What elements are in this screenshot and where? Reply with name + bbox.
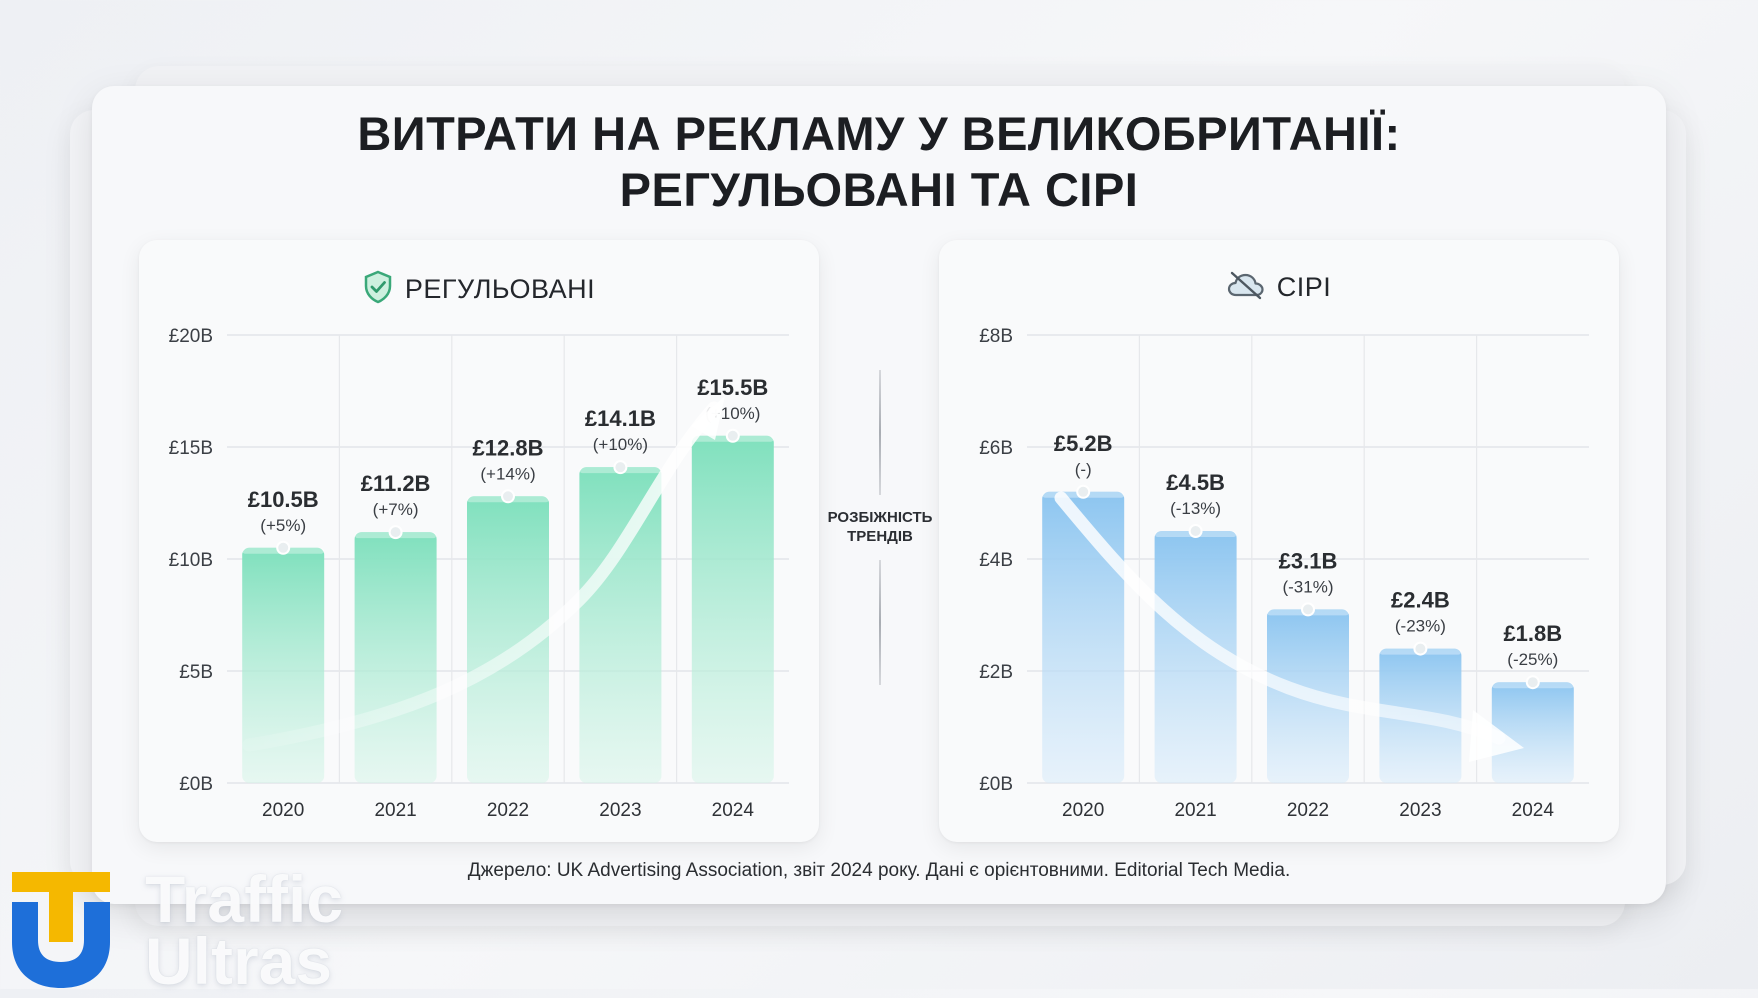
bar-point [1188, 524, 1203, 538]
y-tick-label: £0B [979, 774, 1013, 795]
x-tick-label: 2020 [1062, 800, 1104, 821]
change-label: (+10%) [593, 435, 648, 454]
shield-check-icon [363, 270, 393, 309]
grey-chart-panel: СІРІ £0B £2B £4B £6B £8B £5.2B (-) 2020 £4.5B (-1… [939, 240, 1619, 842]
change-label: (-23%) [1395, 617, 1446, 636]
x-tick-label: 2024 [1512, 800, 1555, 821]
bar-point [1301, 602, 1315, 617]
data-label: £3.1B [1279, 548, 1338, 573]
change-label: (-13%) [1170, 499, 1221, 518]
bar [1042, 491, 1125, 783]
y-tick-label: £5B [179, 662, 213, 683]
logo-line-2: Ultras [145, 924, 333, 998]
x-tick-label: 2021 [374, 800, 416, 821]
grey-heading-text: СІРІ [1276, 272, 1332, 302]
regulated-panel-heading: РЕГУЛЬОВАНІ [139, 270, 819, 309]
bar-point [1413, 641, 1428, 656]
bar [691, 435, 774, 783]
divider-line-2: ТРЕНДІВ [847, 528, 913, 545]
bar-point [725, 428, 740, 443]
regulated-heading-text: РЕГУЛЬОВАНІ [404, 274, 596, 304]
data-label: £14.1B [585, 406, 656, 431]
x-tick-label: 2020 [262, 800, 304, 821]
bar-point [388, 525, 403, 540]
x-tick-label: 2022 [1287, 800, 1329, 821]
y-tick-label: £6B [979, 438, 1013, 459]
grey-bar-chart: £0B £2B £4B £6B £8B £5.2B (-) 2020 £4.5B (-13%) 20… [979, 326, 1589, 821]
regulated-chart-panel: РЕГУЛЬОВАНІ £0B £5B £10B £15B £20B £10.5B (+5%… [139, 240, 819, 842]
change-label: (+14%) [480, 464, 535, 483]
data-label: £5.2B [1054, 431, 1113, 456]
y-tick-label: £4B [979, 550, 1013, 571]
logo-wordmark: Traffic Ultras [145, 862, 344, 998]
title-line-1: ВИТРАТИ НА РЕКЛАМУ У ВЕЛИКОБРИТАНІЇ: [357, 107, 1401, 160]
y-tick-label: £15B [169, 438, 213, 459]
y-tick-label: £20B [169, 326, 213, 347]
x-tick-label: 2024 [712, 800, 755, 821]
y-tick-label: £2B [979, 662, 1013, 683]
bar [467, 496, 549, 783]
change-label: (-25%) [1507, 650, 1558, 669]
bar-point [501, 489, 515, 504]
trend-arrow-head [691, 396, 725, 440]
data-label: £12.8B [473, 435, 544, 460]
data-label: £15.5B [697, 375, 768, 400]
regulated-bar-chart: £0B £5B £10B £15B £20B £10.5B (+5%) 2020 £11.2B (… [169, 326, 789, 821]
data-label: £2.4B [1391, 588, 1450, 613]
y-tick-label: £10B [169, 550, 213, 571]
change-label: (+7%) [373, 500, 419, 519]
data-label: £1.8B [1503, 621, 1562, 646]
logo-line-1: Traffic [145, 862, 344, 936]
bar-point [613, 460, 628, 475]
bar [1154, 531, 1237, 783]
data-label: £11.2B [361, 471, 431, 496]
trend-arrow [1054, 491, 1506, 745]
bar [354, 532, 437, 783]
trend-arrow-head [1469, 710, 1524, 762]
bar [579, 467, 662, 783]
x-tick-label: 2022 [487, 800, 529, 821]
bar [1491, 682, 1574, 783]
title-line-2: РЕГУЛЬОВАНІ ТА СІРІ [619, 163, 1139, 216]
bar-point [1076, 484, 1091, 499]
grey-panel-heading: СІРІ [939, 270, 1619, 305]
change-label: (+5%) [260, 516, 306, 535]
change-label: (-31%) [1282, 577, 1333, 596]
trend-divergence-label: РОЗБІЖНІСТЬ ТРЕНДІВ [812, 508, 948, 546]
x-tick-label: 2023 [599, 800, 641, 821]
tu-logo-icon [12, 872, 110, 988]
cloud-off-icon [1227, 270, 1265, 305]
divider-line-bottom [879, 560, 881, 685]
y-tick-label: £0B [179, 774, 213, 795]
x-tick-label: 2023 [1399, 800, 1441, 821]
divider-line-1: РОЗБІЖНІСТЬ [827, 509, 933, 526]
change-label: (-) [1075, 460, 1092, 479]
page-title: ВИТРАТИ НА РЕКЛАМУ У ВЕЛИКОБРИТАНІЇ: РЕГ… [0, 106, 1758, 218]
divider-line-top [879, 370, 881, 495]
bar [242, 547, 325, 783]
source-note: Джерело: UK Advertising Association, зві… [467, 860, 1291, 881]
data-label: £10.5B [248, 487, 319, 512]
x-tick-label: 2021 [1174, 800, 1216, 821]
trend-arrow [242, 401, 721, 752]
bar-point [1525, 675, 1540, 690]
bar-point [276, 540, 291, 555]
y-tick-label: £8B [979, 326, 1013, 347]
data-label: £4.5B [1166, 470, 1225, 495]
